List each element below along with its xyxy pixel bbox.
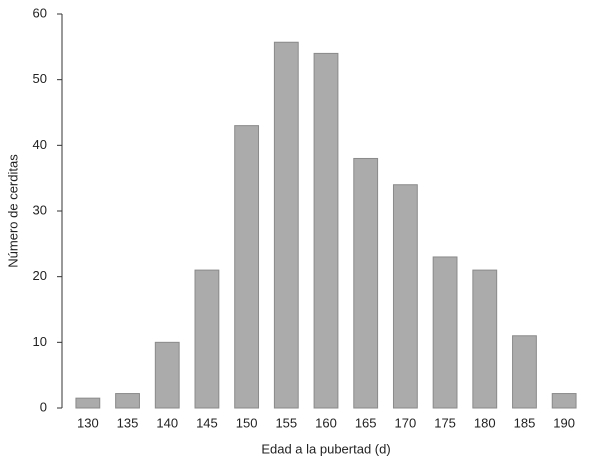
y-tick-label: 20 [33, 268, 47, 283]
bar [432, 256, 458, 409]
x-tick-label: 175 [434, 415, 456, 430]
x-tick-label: 165 [355, 415, 377, 430]
x-tick-label: 190 [553, 415, 575, 430]
y-tick-label: 40 [33, 137, 47, 152]
bar [313, 52, 339, 409]
x-tick-label: 145 [196, 415, 218, 430]
y-axis-label: Número de cerditas [5, 154, 20, 268]
bar [551, 393, 577, 409]
x-tick-label: 130 [77, 415, 99, 430]
y-tick-label: 50 [33, 71, 47, 86]
x-tick-label: 150 [236, 415, 258, 430]
y-tick-label: 60 [33, 5, 47, 20]
bar [194, 269, 220, 409]
y-tick-label: 30 [33, 202, 47, 217]
bar [512, 335, 537, 409]
bar [75, 397, 101, 409]
x-tick-label: 140 [156, 415, 178, 430]
x-axis-label: Edad a la pubertad (d) [261, 441, 390, 456]
bar [392, 184, 418, 409]
x-tick-label: 170 [395, 415, 417, 430]
y-tick-label: 0 [40, 399, 47, 414]
bar [353, 157, 379, 409]
bar [472, 269, 498, 409]
x-tick-label: 185 [514, 415, 536, 430]
x-tick-label: 155 [275, 415, 297, 430]
y-tick-label: 10 [33, 334, 47, 349]
bar [234, 125, 260, 409]
bar [115, 393, 140, 409]
bar [273, 41, 299, 409]
x-tick-label: 160 [315, 415, 337, 430]
x-tick-label: 135 [117, 415, 139, 430]
x-tick-label: 180 [474, 415, 496, 430]
bar [154, 341, 180, 409]
